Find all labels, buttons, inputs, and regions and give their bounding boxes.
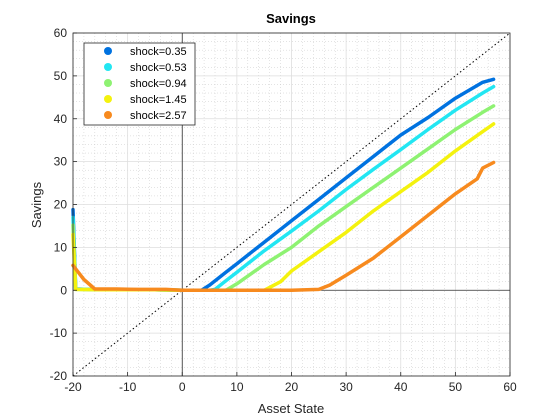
legend: shock=0.35 shock=0.53 shock=0.94 shock=1.45… bbox=[84, 43, 195, 125]
legend-label-4: shock=1.45 bbox=[130, 94, 187, 106]
y-tick-label: -10 bbox=[50, 326, 68, 340]
x-tick-label: 40 bbox=[394, 380, 408, 394]
x-tick-label: -10 bbox=[119, 380, 137, 394]
x-tick-label: 10 bbox=[230, 380, 244, 394]
legend-marker-1 bbox=[104, 47, 112, 55]
chart-title: Savings bbox=[266, 11, 316, 26]
legend-label-5: shock=2.57 bbox=[130, 110, 187, 122]
y-tick-label: -20 bbox=[50, 369, 68, 383]
legend-marker-3 bbox=[104, 79, 112, 87]
y-tick-label: 20 bbox=[54, 198, 68, 212]
legend-marker-4 bbox=[104, 95, 112, 103]
legend-label-2: shock=0.53 bbox=[130, 62, 187, 74]
legend-label-1: shock=0.35 bbox=[130, 46, 187, 58]
y-tick-label: 30 bbox=[54, 155, 68, 169]
y-tick-label: 60 bbox=[54, 26, 68, 40]
x-tick-label: 0 bbox=[179, 380, 186, 394]
x-tick-label: 50 bbox=[449, 380, 463, 394]
legend-marker-2 bbox=[104, 63, 112, 71]
y-axis-label: Savings bbox=[29, 181, 44, 228]
y-tick-label: 40 bbox=[54, 112, 68, 126]
y-tick-label: 0 bbox=[60, 283, 67, 297]
x-tick-label: 60 bbox=[503, 380, 517, 394]
x-tick-label: 30 bbox=[339, 380, 353, 394]
x-axis-label: Asset State bbox=[258, 401, 324, 416]
legend-marker-5 bbox=[104, 111, 112, 119]
y-tick-label: 50 bbox=[54, 69, 68, 83]
legend-label-3: shock=0.94 bbox=[130, 78, 187, 90]
y-tick-label: 10 bbox=[54, 240, 68, 254]
x-tick-label: 20 bbox=[285, 380, 299, 394]
